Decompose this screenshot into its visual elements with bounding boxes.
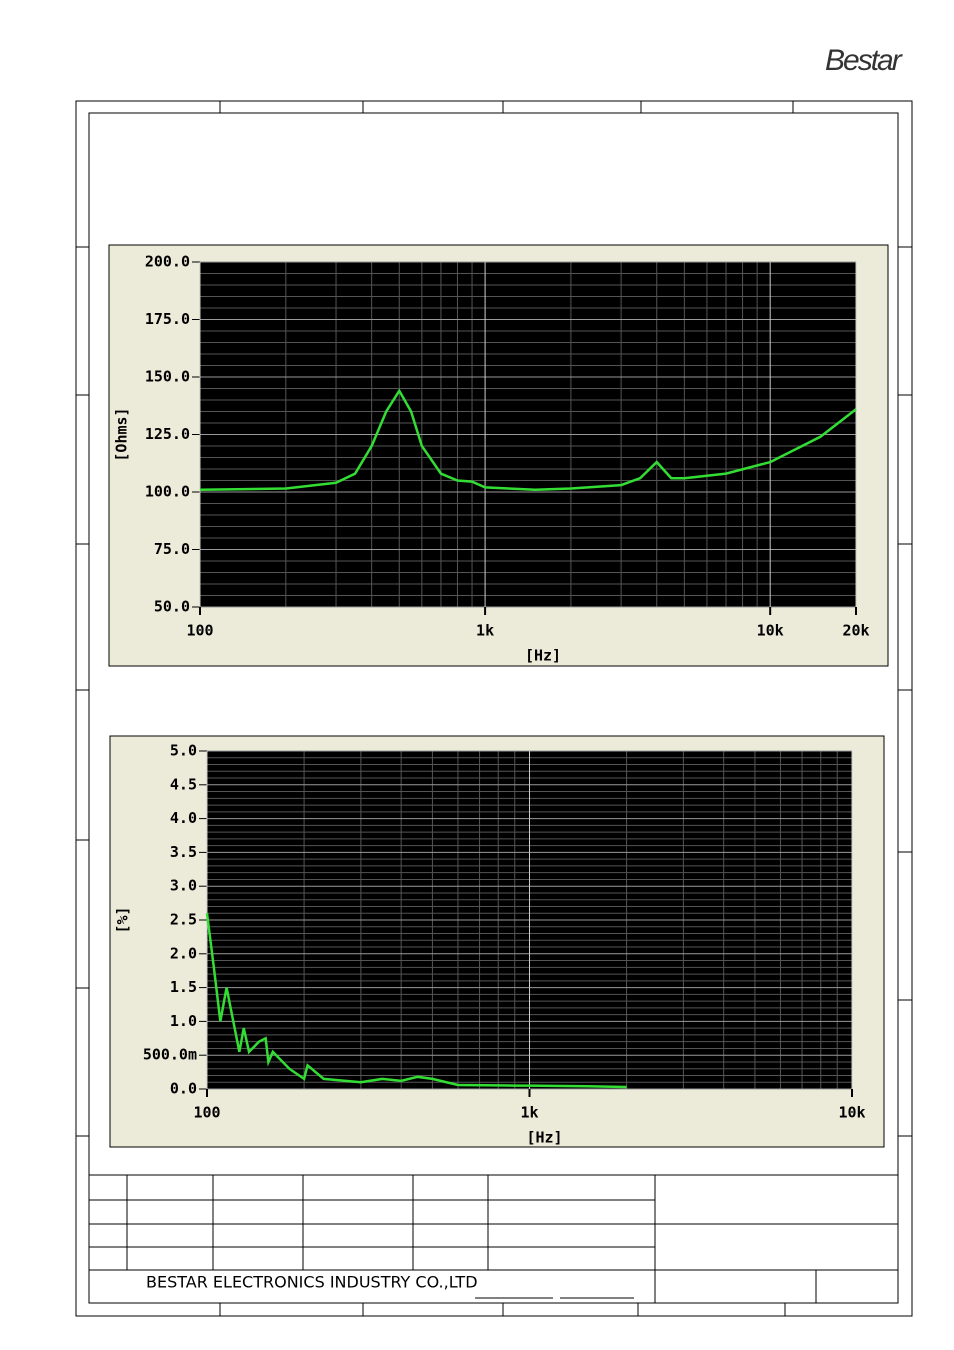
outer-frame (75, 100, 913, 1317)
x-tick-label: 1k (520, 1104, 538, 1122)
data-line (205, 913, 627, 1089)
x-axis-label: [Hz] (526, 1129, 562, 1147)
y-tick-label: 2.5 (170, 911, 197, 929)
y-tick-label: 500.0m (143, 1046, 197, 1064)
data-line (199, 388, 857, 491)
y-tick-label: 4.5 (170, 775, 197, 793)
y-tick-label: 3.5 (170, 843, 197, 861)
title-block (89, 1174, 898, 1303)
logo: Bestar (825, 44, 903, 77)
y-tick-label: 2.0 (170, 944, 197, 962)
y-tick-label: 4.0 (170, 809, 197, 827)
y-tick-label: 200.0 (145, 253, 190, 271)
x-tick-label: 100 (193, 1104, 220, 1122)
y-tick-label: 1.5 (170, 978, 197, 996)
x-tick-label: 10k (757, 622, 784, 640)
y-tick-label: 175.0 (145, 310, 190, 328)
y-tick-label: 1.0 (170, 1012, 197, 1030)
inner-frame (88, 112, 899, 1304)
x-tick-label: 10k (838, 1104, 865, 1122)
y-tick-label: 0.0 (170, 1080, 197, 1098)
y-tick-label: 5.0 (170, 742, 197, 760)
y-tick-label: 75.0 (154, 540, 190, 558)
y-tick-label: 125.0 (145, 425, 190, 443)
x-axis-label: [Hz] (525, 647, 561, 665)
y-axis-label: [Ohms] (113, 407, 131, 461)
y-tick-label: 50.0 (154, 598, 190, 616)
y-axis-label: [%] (114, 906, 132, 933)
company-name: BESTAR ELECTRONICS INDUSTRY CO.,LTD (146, 1273, 478, 1292)
frame-marks (76, 101, 912, 1316)
y-tick-label: 3.0 (170, 877, 197, 895)
x-tick-label: 100 (186, 622, 213, 640)
y-tick-label: 150.0 (145, 368, 190, 386)
x-tick-label: 1k (476, 622, 494, 640)
y-tick-label: 100.0 (145, 483, 190, 501)
x-tick-label: 20k (842, 622, 869, 640)
